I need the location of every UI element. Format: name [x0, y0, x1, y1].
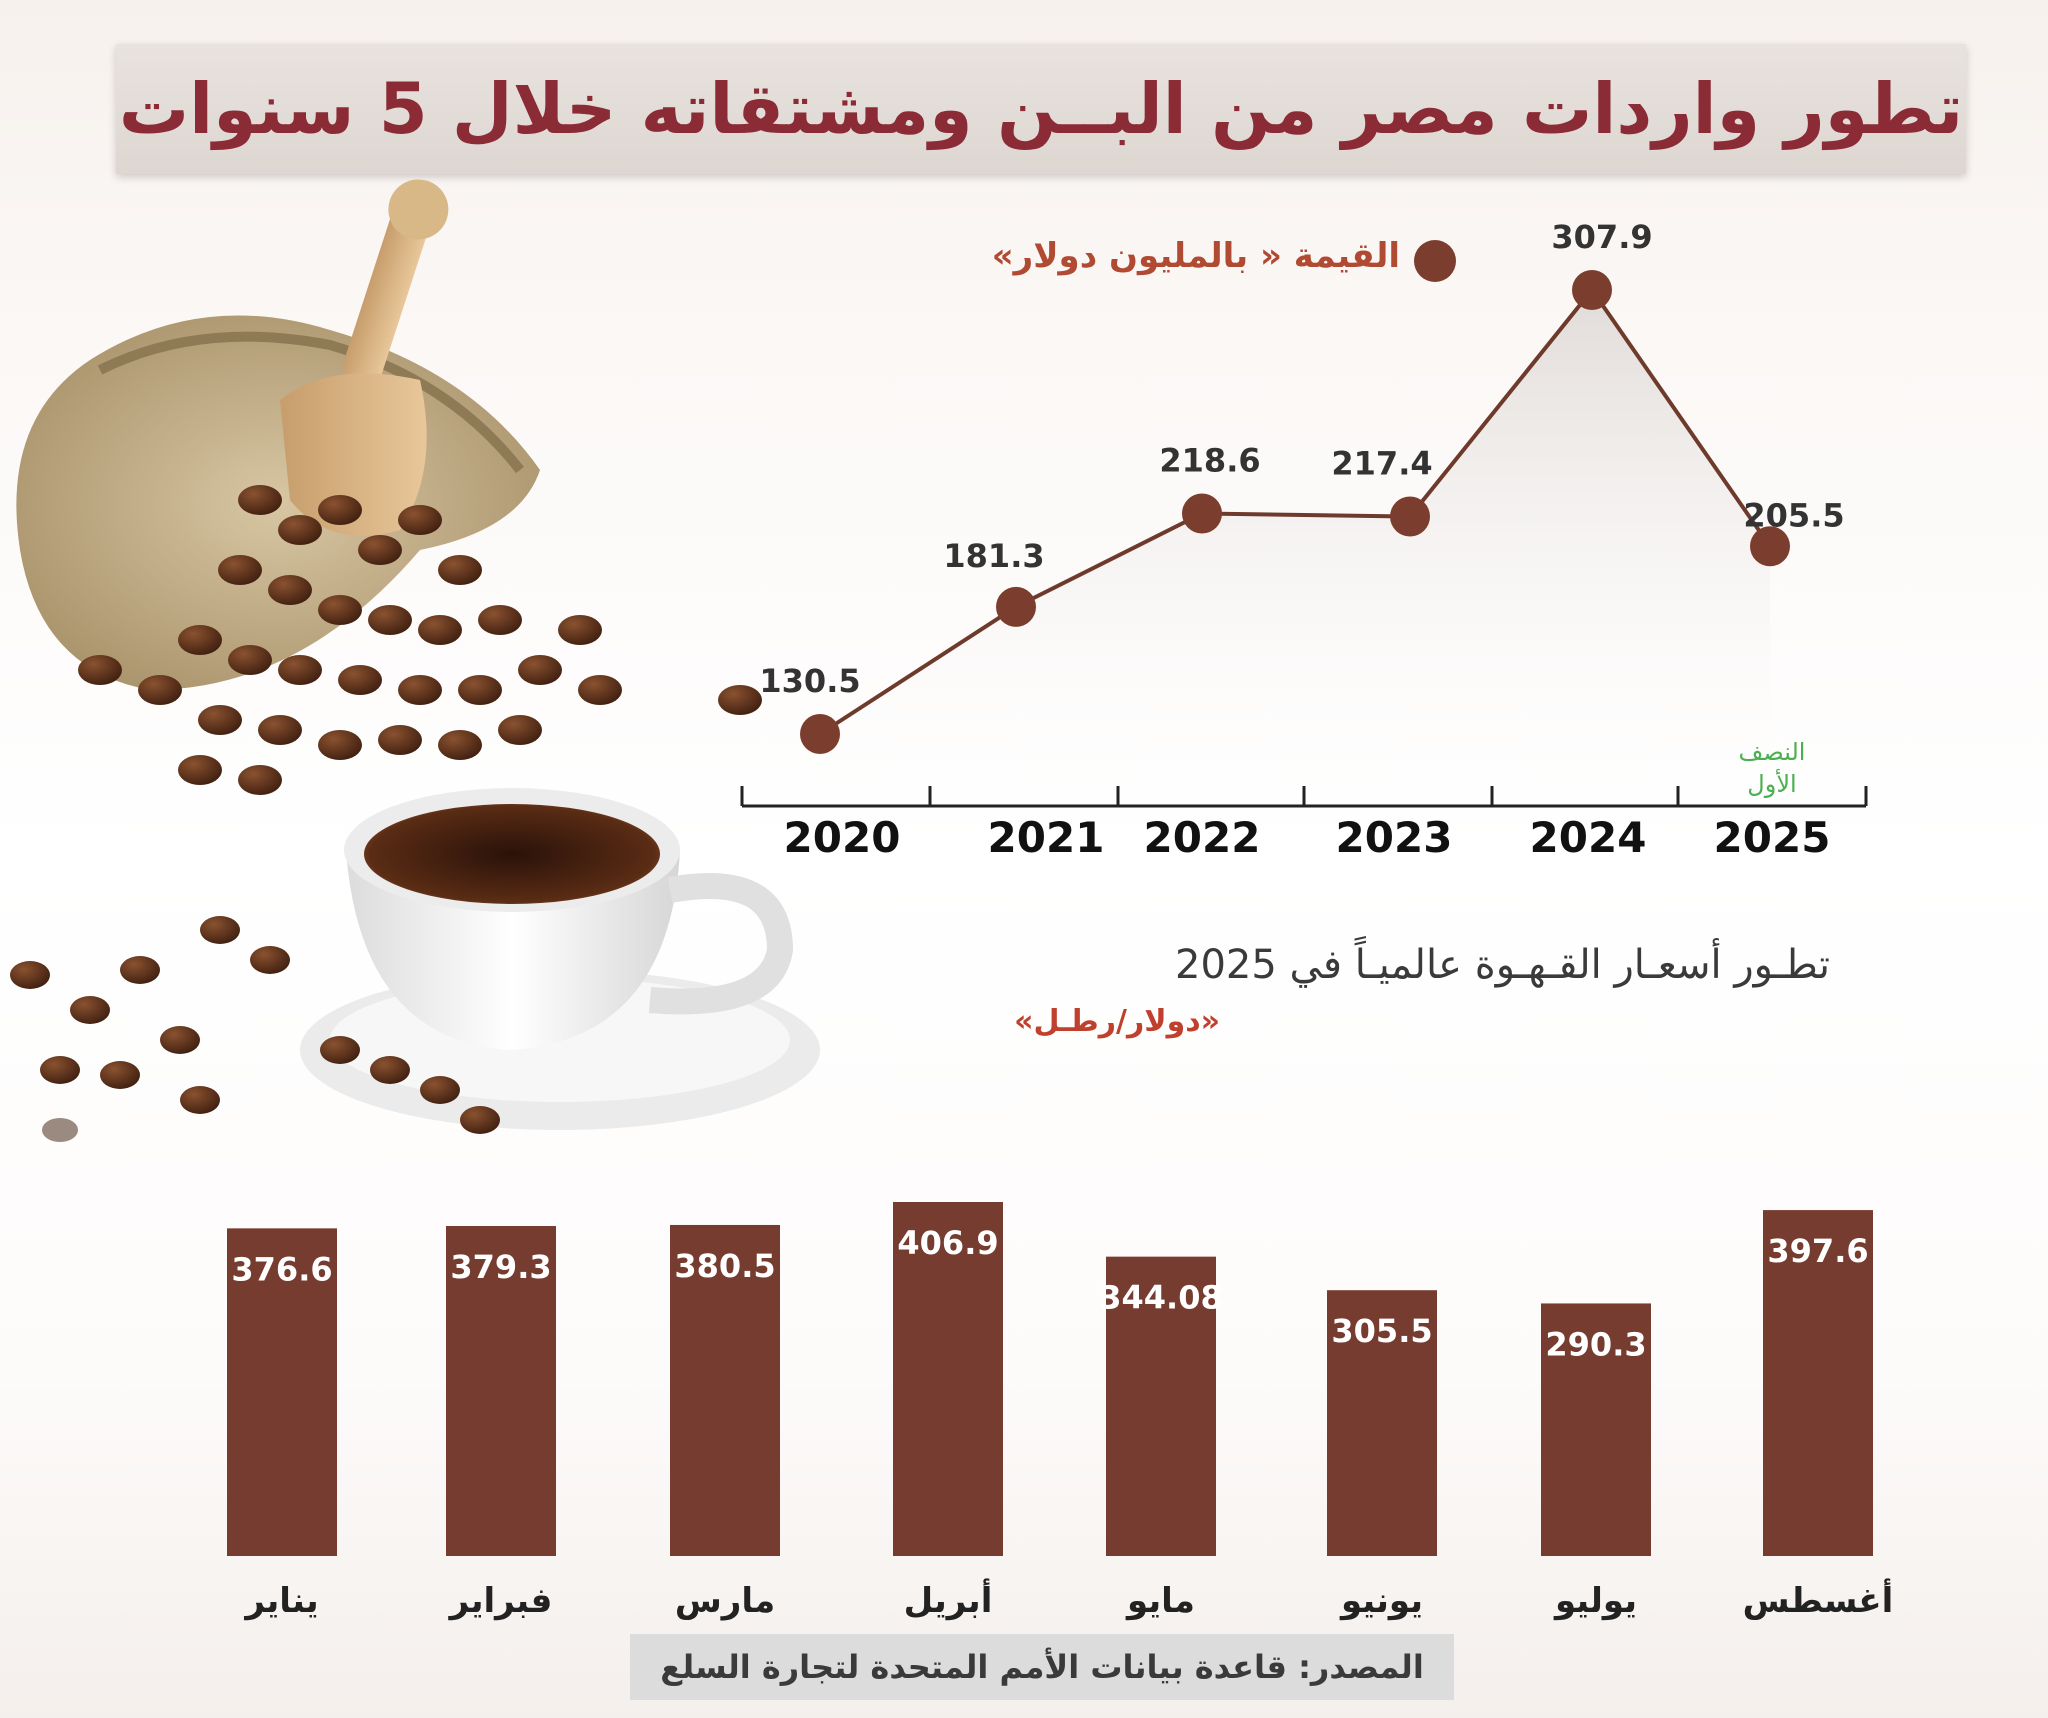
line-value-label: 181.3 — [943, 537, 1044, 575]
bar-value-label: 344.08 — [1099, 1279, 1222, 1317]
line-x-tick-label: 2023 — [1336, 813, 1453, 862]
line-x-tick-label: 2022 — [1144, 813, 1261, 862]
line-value-label: 205.5 — [1743, 496, 1844, 534]
line-point — [800, 714, 840, 754]
bar-value-label: 406.9 — [897, 1224, 998, 1262]
line-area-fill — [820, 290, 1770, 806]
line-x-tick-label: 2020 — [784, 813, 901, 862]
bar-category-label: مارس — [675, 1581, 775, 1621]
bar — [893, 1202, 1003, 1556]
line-point — [1572, 270, 1612, 310]
bar — [1327, 1290, 1437, 1556]
bar-category-label: أغسطس — [1743, 1578, 1894, 1621]
bar-value-label: 376.6 — [231, 1250, 332, 1288]
bar-category-label: يناير — [243, 1581, 318, 1621]
bar-value-label: 305.5 — [1331, 1312, 1432, 1350]
bar — [1106, 1256, 1216, 1556]
line-legend-label: القيمة « بالمليون دولار» — [991, 236, 1400, 276]
bar — [1541, 1303, 1651, 1556]
bar-chart-unit: «دولار/رطـل» — [1014, 1004, 1220, 1039]
bar-chart: 376.6 379.3 380.5 406.9 344.08 305.5 290.3 397.… — [227, 1202, 1894, 1621]
line-point — [996, 586, 1036, 627]
bar — [227, 1228, 337, 1556]
line-point — [1390, 496, 1430, 537]
bar-category-label: يوليو — [1553, 1581, 1637, 1621]
title-banner: تطور واردات مصر من البــن ومشتقاته خلال … — [116, 44, 1966, 174]
line-x-tick-label: 2025 — [1714, 813, 1831, 862]
source-box: المصدر: قاعدة بيانات الأمم المتحدة لتجار… — [630, 1634, 1454, 1700]
line-legend-marker — [1414, 240, 1456, 282]
page-title: تطور واردات مصر من البــن ومشتقاته خلال … — [118, 68, 1964, 150]
line-value-label: 218.6 — [1159, 442, 1260, 480]
bar-value-label: 379.3 — [450, 1248, 551, 1286]
bar-value-label: 290.3 — [1545, 1325, 1646, 1363]
line-x-tick-label: 2021 — [988, 813, 1105, 862]
bar-value-label: 380.5 — [674, 1247, 775, 1285]
coffee-illustration — [10, 179, 820, 1142]
bar-category-label: فبراير — [448, 1581, 553, 1621]
bar — [670, 1224, 780, 1556]
bar-category-label: أبريل — [904, 1578, 993, 1621]
line-point — [1750, 526, 1790, 567]
line-series — [818, 286, 1772, 736]
line-note-1: النصف — [1739, 738, 1806, 766]
line-value-label: 130.5 — [759, 662, 860, 700]
source-text: المصدر: قاعدة بيانات الأمم المتحدة لتجار… — [660, 1648, 1424, 1686]
line-value-label: 217.4 — [1331, 445, 1432, 483]
bar — [1763, 1210, 1873, 1556]
line-note-2: الأول — [1747, 769, 1796, 798]
line-x-tick-label: 2024 — [1530, 813, 1647, 862]
bar-chart-title: تطـور أسعـار القـهـوة عالميـاً في 2025 — [1175, 942, 1830, 988]
bar — [446, 1226, 556, 1556]
line-value-label: 307.9 — [1551, 218, 1652, 256]
bar-value-label: 397.6 — [1767, 1232, 1868, 1270]
bar-category-label: مايو — [1125, 1581, 1195, 1621]
line-point — [1182, 493, 1222, 534]
bar-category-label: يونيو — [1339, 1581, 1423, 1621]
line-chart: 130.5 181.3 218.6 217.4 307.9 205.5 2020 2021 2… — [740, 218, 1868, 862]
